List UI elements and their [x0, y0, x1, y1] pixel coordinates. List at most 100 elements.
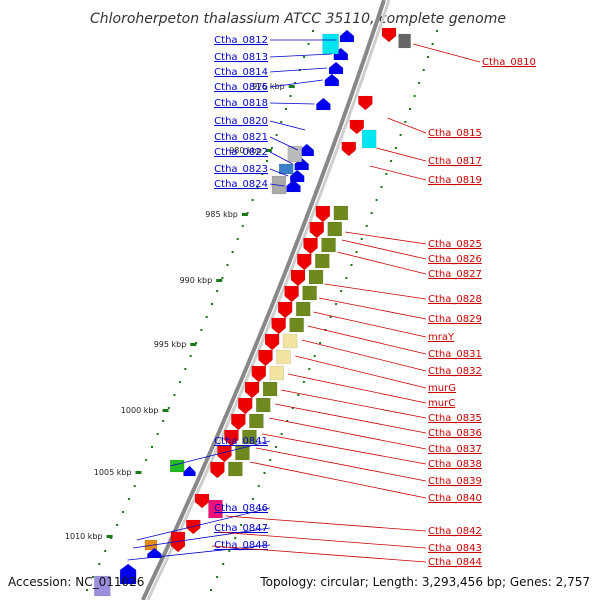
- gene-label-ctha_0822: Ctha_0822: [214, 147, 268, 158]
- track-dot-left: [104, 550, 107, 552]
- right-gene-labels: Ctha_0810 Ctha_0815 Ctha_0817 Ctha_0819 Ctha…: [211, 43, 536, 568]
- track-dot-right: [313, 355, 316, 357]
- gene-arrow-red: [358, 95, 373, 111]
- track-dot-left: [216, 290, 219, 292]
- gene-arrow-blue: [324, 73, 340, 87]
- kbp-tick: [106, 535, 113, 538]
- gene-label-murc: murC: [428, 398, 455, 409]
- gene-box-darkgrey: [398, 33, 411, 49]
- gene-arrow-red: [315, 205, 331, 223]
- track-dot-left: [184, 368, 187, 370]
- gene-box-green: [169, 459, 185, 473]
- gene-label-ctha_0841: Ctha_0841: [214, 436, 268, 447]
- gene-label-ctha_0837: Ctha_0837: [428, 444, 482, 455]
- gene-box-olive: [235, 445, 250, 461]
- gene-box-cyan: [361, 129, 377, 149]
- leader-line: [307, 325, 427, 355]
- gene-label-ctha_0814: Ctha_0814: [214, 67, 268, 78]
- track-dot-right: [394, 147, 397, 149]
- gene-arrow-red: [170, 531, 186, 553]
- track-dot-left: [312, 30, 314, 32]
- kbp-label: 990 kbp: [180, 276, 213, 285]
- gene-label-ctha_0828: Ctha_0828: [428, 294, 482, 305]
- leader-line: [269, 102, 315, 105]
- track-dot-left: [307, 43, 310, 45]
- leader-line: [269, 120, 306, 131]
- kbp-tick: [241, 213, 248, 216]
- track-dot-left: [98, 563, 101, 565]
- gene-label-ctha_0824: Ctha_0824: [214, 179, 268, 190]
- track-dot-left: [173, 394, 176, 396]
- gene-label-ctha_0843: Ctha_0843: [428, 543, 482, 554]
- leader-line: [376, 147, 427, 162]
- gene-box-cyan: [322, 33, 339, 55]
- gene-label-ctha_0831: Ctha_0831: [428, 349, 482, 360]
- leader-line: [287, 373, 427, 404]
- gene-arrow-blue: [328, 61, 344, 75]
- track-dot-left: [266, 160, 269, 162]
- leader-line: [324, 283, 427, 300]
- gene-arrow-red: [231, 413, 246, 431]
- leader-line: [225, 515, 427, 532]
- gene-arrow-red: [284, 285, 299, 303]
- leader-line: [344, 231, 427, 245]
- kbp-label: 1010 kbp: [65, 532, 103, 541]
- gene-arrow-red: [277, 301, 293, 319]
- kbp-tick: [162, 409, 169, 412]
- track-dot-right: [263, 472, 266, 474]
- gene-label-ctha_0835: Ctha_0835: [428, 413, 482, 424]
- gene-box-olive: [269, 365, 285, 381]
- gene-box-olive: [315, 253, 330, 269]
- track-dot-right: [340, 290, 343, 292]
- gene-label-ctha_0840: Ctha_0840: [428, 493, 482, 504]
- kbp-label: 1005 kbp: [94, 468, 132, 477]
- track-dot-left: [127, 498, 130, 500]
- gene-arrow-red: [237, 397, 253, 415]
- gene-arrow-blue: [119, 563, 137, 585]
- leader-line: [369, 165, 427, 181]
- gene-label-ctha_0836: Ctha_0836: [428, 428, 482, 439]
- track-dot-right: [350, 264, 353, 266]
- track-dot-left: [92, 576, 95, 578]
- track-dot-right: [427, 56, 430, 58]
- track-dot-right: [228, 550, 231, 552]
- kbp-label: 1000 kbp: [121, 406, 159, 415]
- gene-arrow-red: [309, 221, 325, 239]
- gene-label-ctha_0827: Ctha_0827: [428, 269, 482, 280]
- gene-arrow-red: [341, 141, 357, 157]
- track-dot-left: [226, 264, 229, 266]
- gene-arrow-blue: [183, 465, 196, 477]
- track-dot-left: [156, 433, 159, 435]
- leader-line: [413, 43, 481, 63]
- leader-line: [262, 433, 427, 465]
- gene-box-olive: [327, 221, 343, 237]
- track-dot-left: [86, 589, 88, 591]
- track-dot-right: [399, 134, 402, 136]
- track-dot-right: [360, 238, 363, 240]
- track-dot-right: [413, 95, 416, 97]
- track-dot-left: [189, 355, 192, 357]
- track-dot-right: [286, 420, 289, 422]
- gene-box-olive: [255, 397, 271, 413]
- leader-line: [280, 389, 427, 419]
- gene-label-ctha_0846: Ctha_0846: [214, 503, 268, 514]
- gene-arrow-red: [303, 237, 318, 255]
- track-dot-left: [275, 134, 278, 136]
- leader-line: [249, 461, 427, 499]
- leader-line: [269, 417, 427, 450]
- leader-line: [269, 168, 289, 177]
- leader-line: [301, 339, 427, 372]
- leader-line: [269, 136, 298, 151]
- track-dot-right: [280, 433, 283, 435]
- gene-label-ctha_0847: Ctha_0847: [214, 523, 268, 534]
- track-dot-left: [261, 173, 264, 175]
- gene-label-ctha_0839: Ctha_0839: [428, 476, 482, 487]
- leader-line: [269, 53, 332, 58]
- gene-arrow-red: [210, 461, 225, 479]
- track-dot-right: [390, 160, 393, 162]
- kbp-label: 980 kbp: [229, 146, 262, 155]
- track-dot-right: [240, 524, 243, 526]
- leader-line: [295, 355, 427, 389]
- track-dot-right: [431, 43, 434, 45]
- track-dot-right: [329, 316, 332, 318]
